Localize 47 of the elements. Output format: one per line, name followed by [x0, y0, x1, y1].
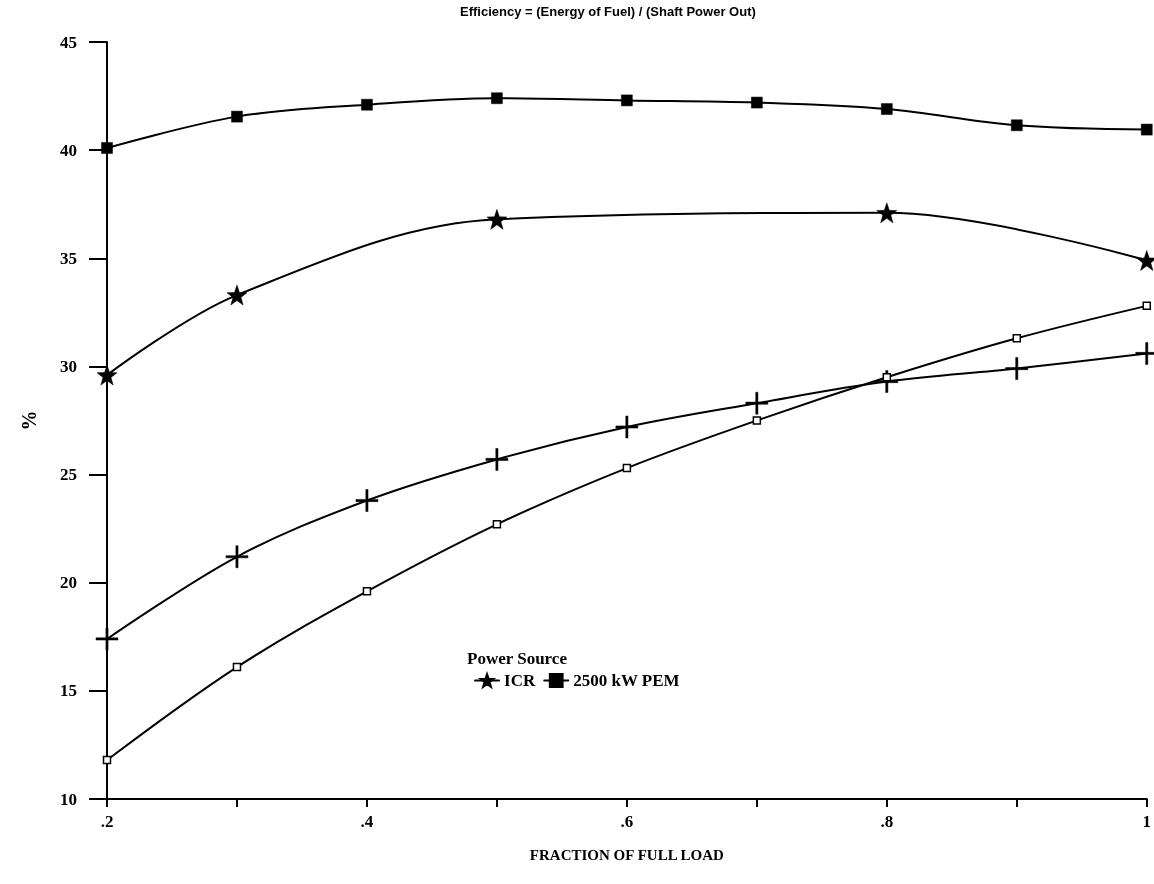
legend-title: Power Source	[467, 649, 568, 668]
legend-label: ICR	[504, 671, 536, 690]
y-axis-title: %	[18, 410, 40, 431]
x-tick-label: 1	[1142, 812, 1151, 831]
point	[1142, 301, 1151, 311]
point	[485, 448, 509, 471]
x-tick-label: .4	[360, 812, 374, 831]
point	[225, 545, 249, 569]
point	[486, 209, 508, 230]
x-tick-label: .8	[880, 812, 894, 831]
point	[231, 110, 243, 123]
point	[876, 202, 898, 224]
point	[226, 284, 248, 306]
y-tick-label: 45	[60, 32, 77, 52]
point	[881, 103, 893, 115]
point	[1011, 119, 1023, 132]
point	[622, 463, 632, 473]
legend-label: 2500 kW PEM	[573, 671, 680, 690]
point	[621, 94, 633, 107]
x-axis-title: FRACTION OF FULL LOAD	[529, 846, 725, 863]
point	[96, 364, 118, 386]
y-tick-label: 35	[60, 248, 77, 268]
point	[101, 142, 113, 154]
y-tick-label: 25	[60, 465, 77, 485]
x-tick-label: .6	[620, 812, 634, 831]
point	[745, 391, 769, 415]
y-tick-label: 15	[60, 681, 77, 701]
point	[1005, 357, 1029, 380]
point	[232, 662, 242, 672]
point	[362, 587, 372, 596]
point	[492, 520, 502, 529]
point	[615, 415, 639, 439]
y-tick-label: 30	[60, 356, 77, 376]
point	[95, 627, 119, 651]
point	[361, 98, 373, 111]
point	[751, 96, 763, 109]
point	[491, 92, 503, 104]
chart-title: Efficiency = (Energy of Fuel) / (Shaft Power Out)	[460, 4, 756, 19]
point	[1012, 334, 1022, 343]
point	[102, 755, 112, 765]
point	[1141, 123, 1153, 136]
y-tick-label: 40	[60, 140, 77, 160]
x-tick-label: .2	[100, 812, 114, 831]
y-tick-label: 20	[60, 573, 77, 593]
point	[752, 416, 762, 425]
point	[355, 489, 379, 512]
y-tick-label: 10	[60, 789, 77, 809]
